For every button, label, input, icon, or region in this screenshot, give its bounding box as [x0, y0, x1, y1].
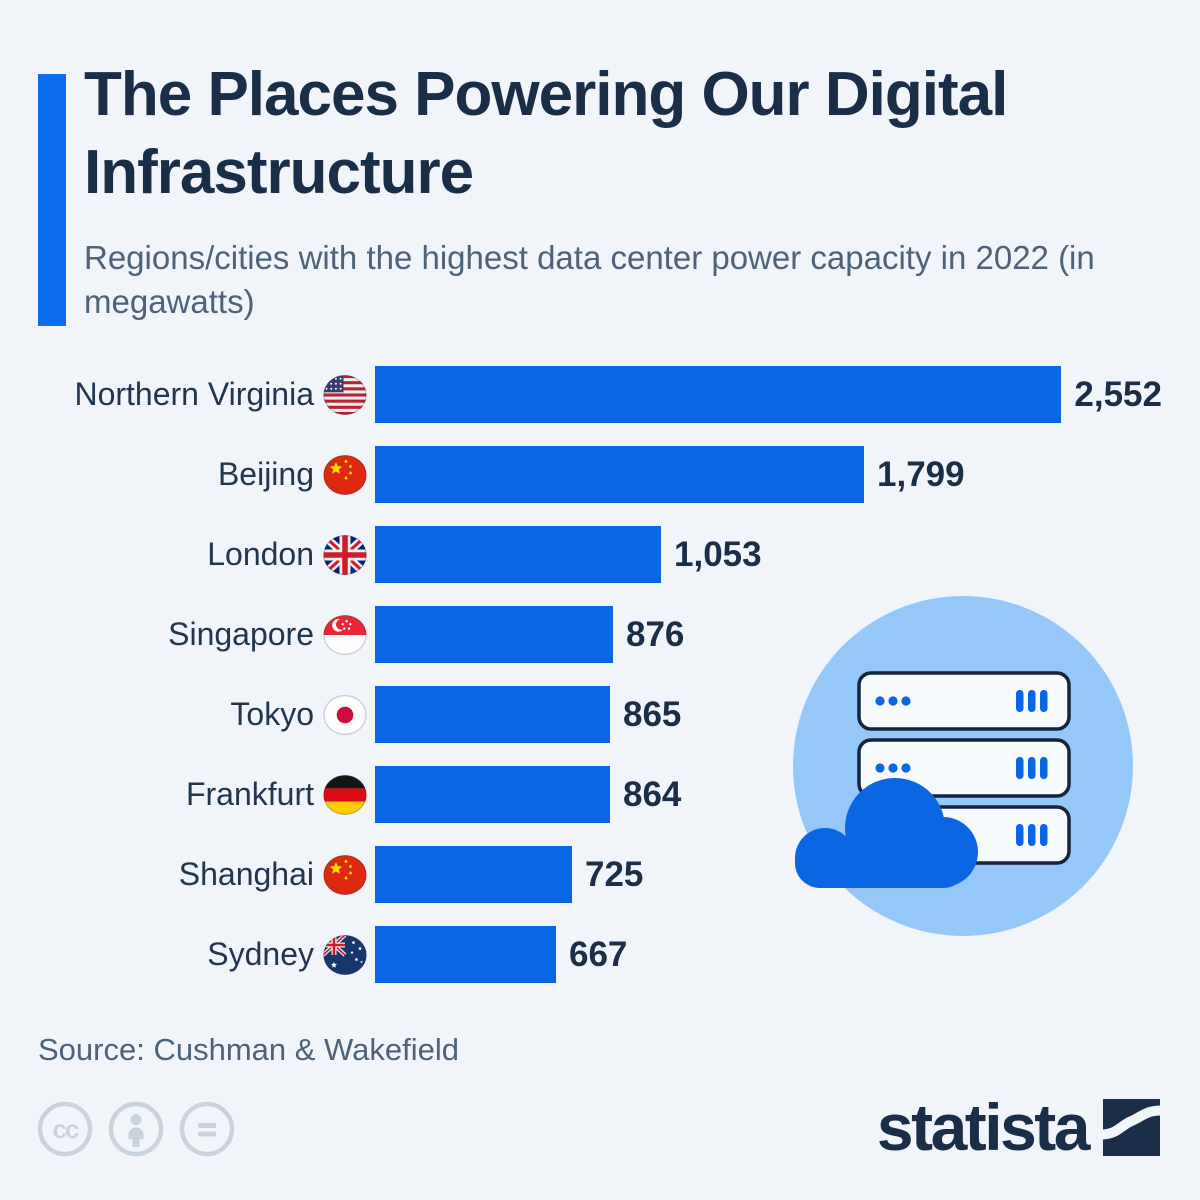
- bar-row: London 1,053: [38, 526, 1162, 583]
- category-label-group: Tokyo: [38, 694, 375, 735]
- page-title: The Places Powering Our Digital Infrastr…: [84, 60, 1008, 208]
- source-note: Source: Cushman & Wakefield: [38, 1032, 459, 1067]
- title-accent-bar: [38, 74, 66, 326]
- statista-logo[interactable]: statista: [877, 1094, 1160, 1160]
- cloud-icon: [795, 778, 978, 888]
- category-label-group: Frankfurt: [38, 774, 375, 815]
- category-label-group: London: [38, 534, 375, 575]
- bar-row: Shanghai 725: [38, 846, 1162, 903]
- bar: [375, 926, 556, 983]
- bar-row: Beijing 1,799: [38, 446, 1162, 503]
- flag-gb-icon: [323, 534, 367, 575]
- category-label: Northern Virginia: [74, 376, 314, 412]
- bar-chart: Northern Virginia 2,552 Beijing 1,799 Lo…: [38, 366, 1162, 983]
- flag-us-icon: [323, 374, 367, 415]
- flag-sg-icon: [323, 614, 367, 655]
- category-label: Singapore: [168, 616, 314, 652]
- bar: [375, 686, 610, 743]
- statista-logo-mark-icon: [1103, 1098, 1160, 1156]
- bar: [375, 766, 610, 823]
- value-label: 1,053: [674, 534, 762, 574]
- category-label-group: Singapore: [38, 614, 375, 655]
- value-label: 1,799: [877, 454, 965, 494]
- bar: [375, 606, 613, 663]
- value-label: 725: [585, 854, 644, 894]
- value-label: 667: [569, 934, 628, 974]
- cloud-server-illustration: [783, 586, 1143, 946]
- bar-row: Singapore 876: [38, 606, 1162, 663]
- category-label: Sydney: [207, 936, 314, 972]
- flag-de-icon: [323, 774, 367, 815]
- category-label: Beijing: [217, 456, 314, 492]
- bar: [375, 446, 864, 503]
- value-label: 864: [623, 774, 682, 814]
- bar-row: Sydney 667: [38, 926, 1162, 983]
- category-label: Frankfurt: [185, 776, 314, 812]
- category-label: London: [207, 536, 314, 572]
- statista-wordmark: statista: [876, 1090, 1091, 1164]
- flag-cn-icon: [323, 854, 367, 895]
- bar-row: Frankfurt 864: [38, 766, 1162, 823]
- svg-text:cc: cc: [53, 1114, 79, 1144]
- bar: [375, 846, 572, 903]
- flag-jp-icon: [323, 694, 367, 735]
- category-label: Shanghai: [178, 856, 314, 892]
- bar-row: Tokyo 865: [38, 686, 1162, 743]
- cc-by-person-icon: [108, 1101, 164, 1157]
- category-label-group: Beijing: [38, 454, 375, 495]
- value-label: 876: [626, 614, 685, 654]
- cc-icon: cc: [37, 1101, 93, 1157]
- bar: [375, 366, 1062, 423]
- bar-row: Northern Virginia 2,552: [38, 366, 1162, 423]
- bar: [375, 526, 661, 583]
- flag-cn-icon: [323, 454, 367, 495]
- category-label-group: Northern Virginia: [38, 374, 375, 415]
- value-label: 2,552: [1074, 374, 1162, 414]
- cc-nd-equals-icon: [179, 1101, 235, 1157]
- category-label: Tokyo: [230, 696, 314, 732]
- value-label: 865: [623, 694, 682, 734]
- flag-au-icon: [323, 934, 367, 975]
- category-label-group: Sydney: [38, 934, 375, 975]
- category-label-group: Shanghai: [38, 854, 375, 895]
- server-rack-icon: [857, 671, 1071, 731]
- cc-license-badges[interactable]: cc: [36, 1100, 236, 1158]
- page-subtitle: Regions/cities with the highest data cen…: [84, 239, 1095, 320]
